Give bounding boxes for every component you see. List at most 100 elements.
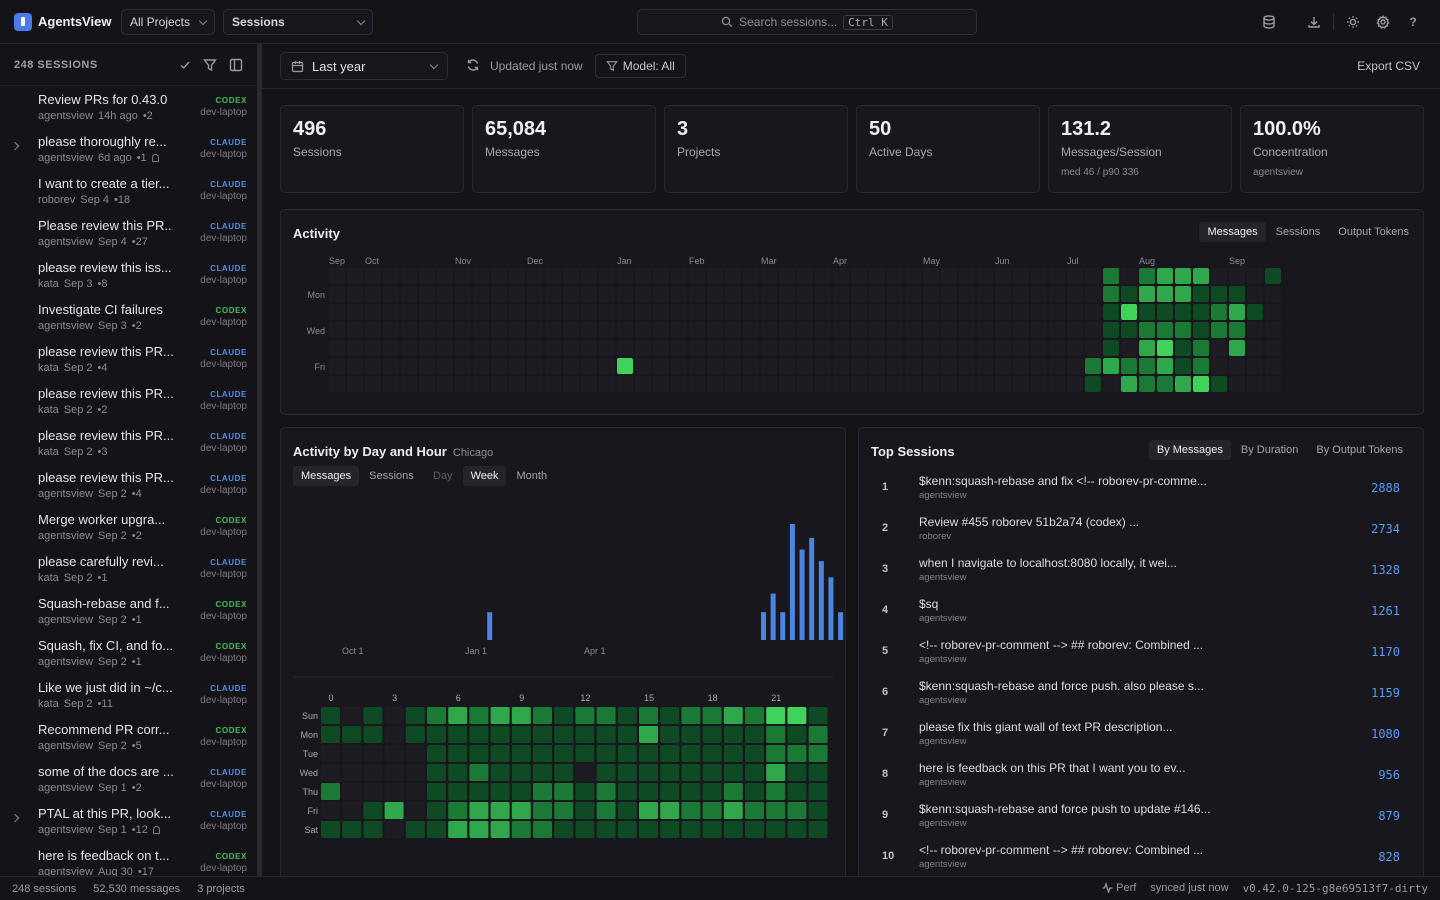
activity-cell[interactable] bbox=[1085, 268, 1101, 284]
weekly-bar[interactable] bbox=[838, 612, 844, 640]
hour-cell[interactable] bbox=[766, 707, 786, 724]
activity-cell[interactable] bbox=[1157, 268, 1173, 284]
session-item[interactable]: some of the docs are ... agentsview Sep 1 •… bbox=[0, 758, 257, 800]
activity-cell[interactable] bbox=[905, 358, 921, 374]
activity-cell[interactable] bbox=[1229, 376, 1245, 392]
top-session-row[interactable]: 4 $sq agentsview 1261 bbox=[865, 591, 1417, 632]
weekly-bar[interactable] bbox=[780, 612, 786, 640]
activity-cell[interactable] bbox=[1157, 286, 1173, 302]
activity-cell[interactable] bbox=[545, 322, 561, 338]
activity-cell[interactable] bbox=[671, 376, 687, 392]
app-logo[interactable]: AgentsView bbox=[14, 12, 118, 31]
activity-cell[interactable] bbox=[815, 322, 831, 338]
hour-cell[interactable] bbox=[723, 745, 743, 762]
activity-cell[interactable] bbox=[545, 376, 561, 392]
activity-cell[interactable] bbox=[599, 340, 615, 356]
hour-cell[interactable] bbox=[448, 726, 468, 743]
hour-cell[interactable] bbox=[639, 783, 658, 800]
chevron-right-icon[interactable] bbox=[10, 813, 20, 823]
activity-cell[interactable] bbox=[1247, 358, 1263, 374]
hour-cell[interactable] bbox=[490, 707, 510, 724]
activity-cell[interactable] bbox=[869, 304, 885, 320]
top-session-row[interactable]: 8 here is feedback on this PR that I want… bbox=[865, 755, 1417, 796]
activity-cell[interactable] bbox=[455, 340, 471, 356]
hour-cell[interactable] bbox=[511, 802, 531, 819]
activity-cell[interactable] bbox=[887, 304, 903, 320]
activity-cell[interactable] bbox=[797, 322, 813, 338]
session-item[interactable]: Squash, fix CI, and fo... agentsview Sep 2… bbox=[0, 632, 257, 674]
activity-cell[interactable] bbox=[1175, 286, 1191, 302]
tab-week[interactable]: Week bbox=[462, 466, 507, 486]
activity-cell[interactable] bbox=[1031, 376, 1047, 392]
hour-cell[interactable] bbox=[490, 802, 510, 819]
activity-cell[interactable] bbox=[509, 376, 525, 392]
activity-cell[interactable] bbox=[599, 358, 615, 374]
activity-cell[interactable] bbox=[725, 376, 741, 392]
activity-cell[interactable] bbox=[1013, 304, 1029, 320]
hour-cell[interactable] bbox=[766, 745, 786, 762]
activity-cell[interactable] bbox=[653, 304, 669, 320]
hour-cell[interactable] bbox=[511, 726, 531, 743]
hour-cell[interactable] bbox=[766, 783, 786, 800]
activity-cell[interactable] bbox=[527, 322, 543, 338]
activity-cell[interactable] bbox=[815, 358, 831, 374]
activity-cell[interactable] bbox=[1103, 322, 1119, 338]
activity-cell[interactable] bbox=[977, 358, 993, 374]
activity-cell[interactable] bbox=[527, 340, 543, 356]
activity-cell[interactable] bbox=[761, 340, 777, 356]
activity-cell[interactable] bbox=[689, 340, 705, 356]
activity-cell[interactable] bbox=[1031, 286, 1047, 302]
activity-cell[interactable] bbox=[1265, 268, 1281, 284]
activity-cell[interactable] bbox=[959, 268, 975, 284]
weekly-bar[interactable] bbox=[828, 577, 834, 640]
hour-cell[interactable] bbox=[575, 726, 595, 743]
download-icon[interactable] bbox=[1299, 12, 1329, 32]
sidebar-toggle-icon[interactable] bbox=[229, 58, 243, 72]
hour-cell[interactable] bbox=[363, 707, 383, 724]
hour-cell[interactable] bbox=[808, 745, 828, 762]
activity-cell[interactable] bbox=[635, 268, 651, 284]
hour-cell[interactable] bbox=[808, 726, 828, 743]
hour-cell[interactable] bbox=[342, 802, 362, 819]
activity-cell[interactable] bbox=[833, 376, 849, 392]
activity-cell[interactable] bbox=[797, 376, 813, 392]
activity-cell[interactable] bbox=[329, 304, 345, 320]
hour-cell[interactable] bbox=[723, 802, 743, 819]
activity-cell[interactable] bbox=[491, 340, 507, 356]
export-csv-button[interactable]: Export CSV bbox=[1357, 59, 1420, 73]
activity-cell[interactable] bbox=[797, 340, 813, 356]
activity-cell[interactable] bbox=[401, 358, 417, 374]
activity-cell[interactable] bbox=[617, 358, 633, 374]
hour-cell[interactable] bbox=[639, 726, 658, 743]
hour-cell[interactable] bbox=[617, 707, 637, 724]
activity-cell[interactable] bbox=[653, 376, 669, 392]
hour-cell[interactable] bbox=[787, 707, 807, 724]
activity-cell[interactable] bbox=[563, 322, 579, 338]
activity-cell[interactable] bbox=[563, 376, 579, 392]
activity-cell[interactable] bbox=[1247, 340, 1263, 356]
activity-cell[interactable] bbox=[455, 376, 471, 392]
view-select[interactable]: Sessions bbox=[223, 9, 373, 35]
activity-cell[interactable] bbox=[725, 358, 741, 374]
activity-cell[interactable] bbox=[563, 286, 579, 302]
hour-cell[interactable] bbox=[639, 707, 658, 724]
hour-cell[interactable] bbox=[427, 783, 446, 800]
chevron-right-icon[interactable] bbox=[10, 141, 20, 151]
hour-cell[interactable] bbox=[384, 745, 404, 762]
activity-cell[interactable] bbox=[977, 322, 993, 338]
activity-cell[interactable] bbox=[1193, 322, 1209, 338]
activity-cell[interactable] bbox=[635, 358, 651, 374]
activity-cell[interactable] bbox=[941, 340, 957, 356]
hour-cell[interactable] bbox=[321, 802, 340, 819]
activity-cell[interactable] bbox=[1229, 358, 1245, 374]
activity-cell[interactable] bbox=[473, 304, 489, 320]
hour-cell[interactable] bbox=[469, 764, 489, 781]
activity-cell[interactable] bbox=[1121, 358, 1137, 374]
hour-cell[interactable] bbox=[384, 802, 404, 819]
top-session-row[interactable]: 6 $kenn:squash-rebase and force push. als… bbox=[865, 673, 1417, 714]
activity-cell[interactable] bbox=[1121, 286, 1137, 302]
activity-cell[interactable] bbox=[1139, 268, 1155, 284]
activity-cell[interactable] bbox=[977, 304, 993, 320]
hour-cell[interactable] bbox=[681, 764, 701, 781]
activity-cell[interactable] bbox=[581, 376, 597, 392]
